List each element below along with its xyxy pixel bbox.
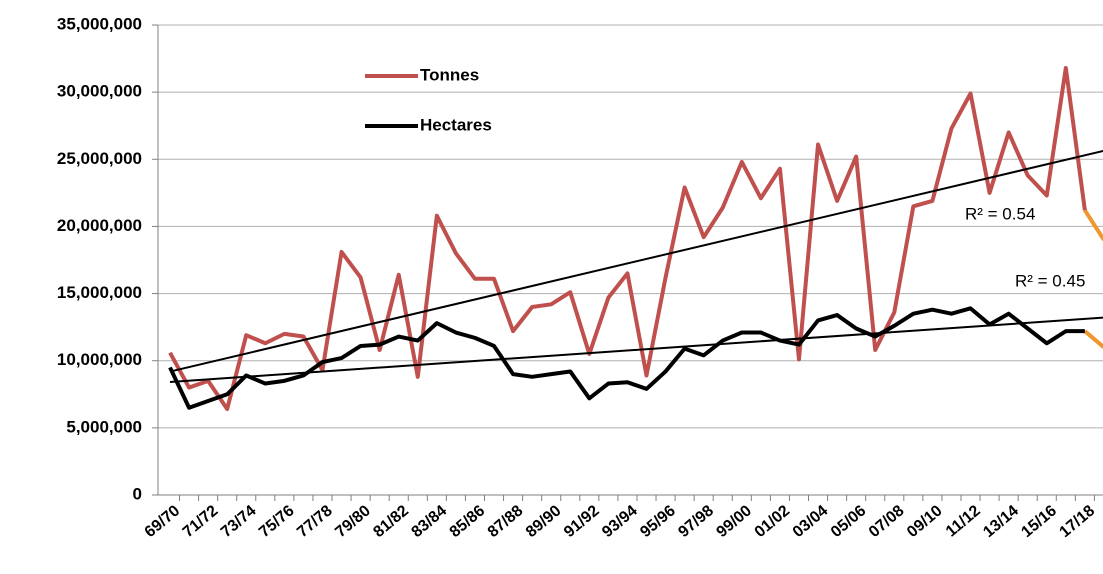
series-line: [168, 306, 1085, 410]
x-tick-label: 99/00: [713, 502, 755, 541]
x-tick-label: 15/16: [1018, 502, 1060, 541]
trendline: [169, 316, 1103, 383]
trendline: [169, 149, 1103, 373]
series-line: [168, 65, 1087, 412]
y-tick-label: 10,000,000: [57, 350, 142, 369]
x-tick-label: 89/90: [523, 502, 565, 541]
x-tick-label: 93/94: [599, 502, 641, 541]
y-tick-label: 15,000,000: [57, 283, 142, 302]
x-tick-label: 13/14: [980, 502, 1022, 541]
x-tick-label: 17/18: [1057, 502, 1099, 541]
x-tick-label: 01/02: [752, 502, 794, 541]
forecast-line: [1083, 329, 1103, 349]
x-tick-label: 11/12: [943, 502, 984, 540]
x-tick-label: 77/78: [294, 502, 336, 541]
trend-label: R² = 0.45: [1015, 271, 1085, 290]
forecast-line: [1083, 209, 1103, 241]
x-tick-label: 05/06: [828, 502, 870, 541]
x-tick-label: 87/88: [485, 502, 527, 541]
y-tick-label: 0: [133, 484, 142, 503]
x-tick-label: 83/84: [409, 502, 451, 541]
y-tick-label: 5,000,000: [66, 417, 142, 436]
x-tick-label: 95/96: [637, 502, 679, 541]
x-tick-label: 07/08: [866, 502, 908, 541]
x-tick-label: 09/10: [904, 502, 946, 541]
x-tick-label: 97/98: [675, 502, 717, 541]
x-tick-label: 91/92: [561, 502, 603, 541]
y-tick-label: 20,000,000: [57, 216, 142, 235]
x-tick-label: 85/86: [447, 502, 489, 541]
legend-label: Hectares: [420, 115, 492, 134]
x-tick-label: 81/82: [370, 502, 412, 541]
x-tick-label: 71/72: [180, 502, 222, 541]
x-tick-label: 75/76: [256, 502, 298, 541]
y-tick-label: 30,000,000: [57, 82, 142, 101]
y-tick-label: 35,000,000: [57, 14, 142, 33]
x-tick-label: 03/04: [790, 502, 832, 541]
trend-label: R² = 0.54: [965, 204, 1035, 223]
y-tick-label: 25,000,000: [57, 149, 142, 168]
x-tick-label: 69/70: [142, 502, 184, 541]
legend-label: Tonnes: [420, 65, 479, 84]
x-tick-label: 73/74: [218, 502, 260, 541]
x-tick-label: 79/80: [332, 502, 374, 541]
